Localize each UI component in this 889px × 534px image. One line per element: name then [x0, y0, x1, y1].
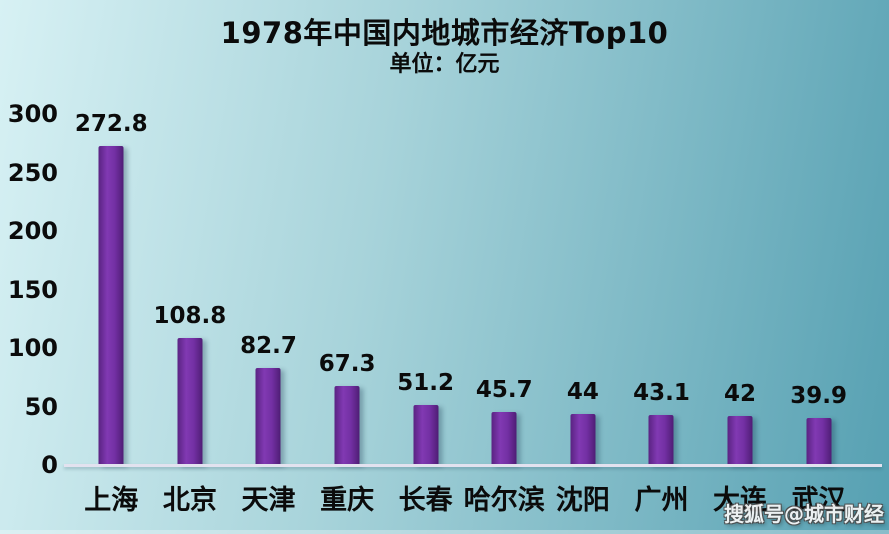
y-axis-tick-label: 300 [7, 100, 58, 128]
x-axis-label: 大连 [713, 485, 768, 516]
chart-subtitle: 单位：亿元 [389, 52, 500, 77]
bar-value-label: 67.3 [318, 351, 376, 378]
bar [98, 145, 124, 465]
x-axis-label: 广州 [634, 485, 689, 516]
bar [806, 418, 832, 465]
x-axis-label: 天津 [241, 485, 296, 516]
x-axis-label: 长春 [398, 485, 453, 516]
bar-column: 108.8 北京 [151, 114, 230, 516]
bar [413, 405, 439, 465]
bar-column: 42 大连 [701, 114, 780, 516]
bar-column: 45.7 哈尔滨 [464, 114, 545, 516]
y-axis-tick-label: 250 [7, 158, 58, 187]
bar [177, 337, 203, 465]
bar-value-label: 51.2 [397, 370, 455, 397]
bar [334, 386, 360, 465]
bottom-edge-highlight [0, 530, 889, 534]
x-axis-label: 哈尔滨 [463, 485, 545, 516]
bar-value-label: 44 [566, 378, 599, 405]
x-axis-label: 沈阳 [555, 485, 610, 516]
bar [570, 413, 596, 465]
y-axis-tick-label: 200 [7, 217, 58, 245]
bar-value-label: 272.8 [74, 110, 148, 137]
watermark: 搜狐号@城市财经 [724, 502, 884, 526]
y-axis-tick-label: 0 [41, 451, 58, 479]
bar-value-label: 45.7 [475, 376, 533, 403]
y-axis-tick-label: 50 [24, 392, 58, 421]
x-axis-label: 武汉 [791, 485, 846, 516]
plot-area: 272.8 上海 108.8 北京 82.7 天津 67.3 重庆 51.2 长春 45.7 哈尔滨 4… [72, 111, 858, 516]
bar-column: 272.8 上海 [72, 111, 151, 516]
bar-column: 39.9 武汉 [779, 114, 858, 515]
y-axis-tick-label: 100 [7, 334, 58, 362]
bar [648, 414, 674, 465]
y-axis: 0 50 100 150 200 250 300 [0, 100, 58, 479]
bar-column: 43.1 广州 [622, 114, 701, 516]
bar-column: 82.7 天津 [229, 114, 308, 515]
bar-column: 44 沈阳 [544, 114, 623, 516]
bar-value-label: 42 [724, 380, 757, 407]
bar [255, 368, 281, 465]
x-axis-label: 上海 [84, 485, 139, 516]
bar-column: 67.3 重庆 [308, 114, 387, 515]
bar [491, 411, 517, 465]
bar-value-label: 43.1 [633, 379, 690, 406]
bar-column: 51.2 长春 [386, 114, 465, 515]
y-axis-tick-label: 150 [7, 275, 58, 304]
bar-value-label: 82.7 [240, 333, 297, 360]
bar-value-label: 39.9 [790, 383, 848, 410]
bar [727, 415, 753, 465]
x-axis-line [64, 464, 882, 467]
x-axis-label: 重庆 [320, 485, 375, 516]
x-axis-label: 北京 [162, 485, 217, 516]
bar-value-label: 108.8 [153, 302, 227, 329]
chart-title: 1978年中国内地城市经济Top10 [220, 16, 669, 50]
